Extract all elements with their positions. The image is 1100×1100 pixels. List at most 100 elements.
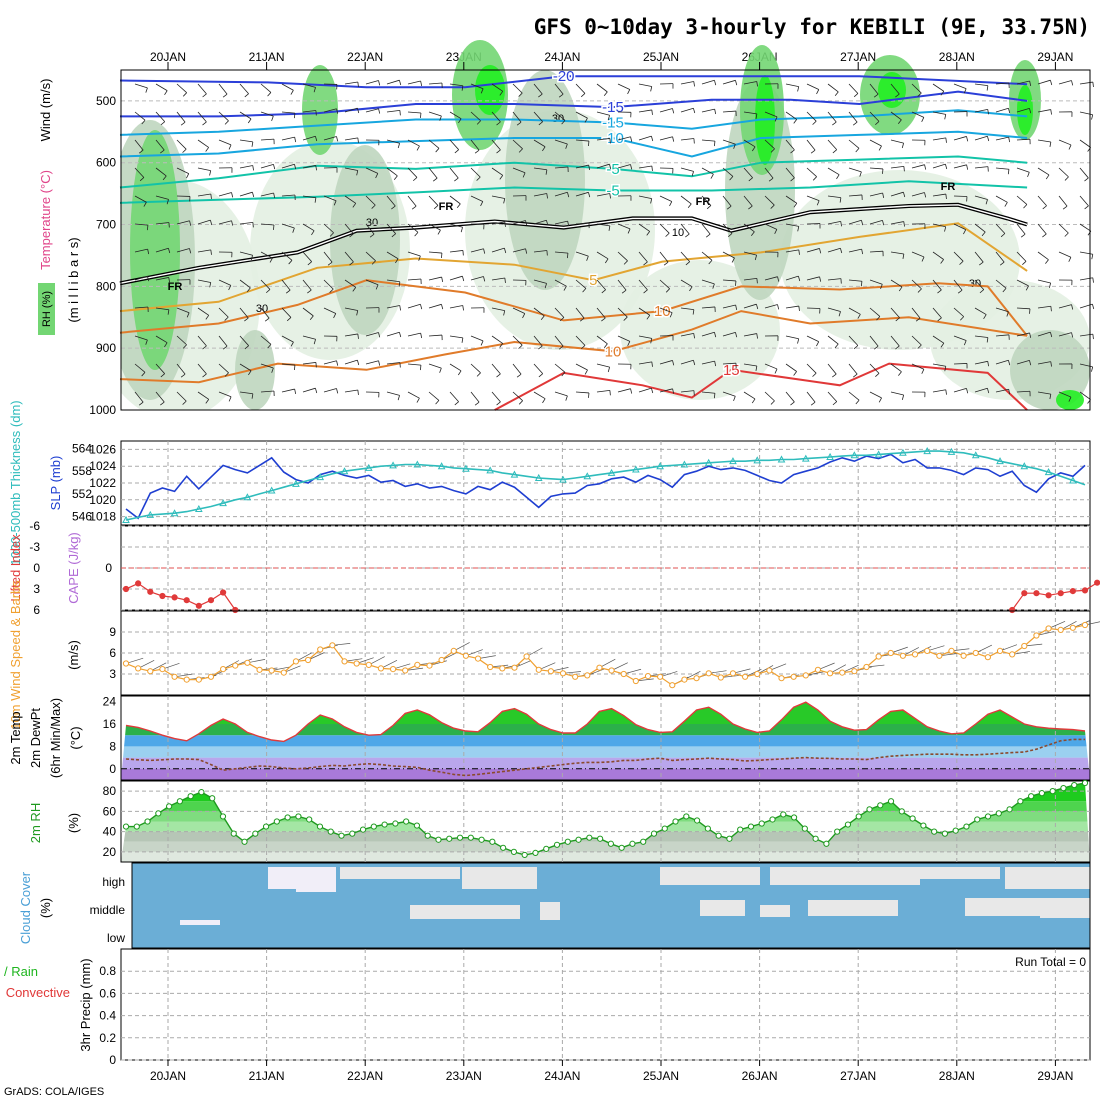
- thickness-marker: [534, 473, 543, 481]
- wind-barb: [855, 399, 860, 405]
- wind-barb: [352, 203, 357, 208]
- wind-barb: [963, 88, 967, 94]
- wind-barb: [311, 230, 315, 236]
- rh2m-marker: [521, 851, 528, 859]
- wind-barb: [155, 247, 169, 253]
- bottom-date-label: 29JAN: [1037, 1069, 1073, 1083]
- wind-barb: [491, 167, 503, 176]
- wind-barb: [911, 83, 922, 94]
- wind-tick-label: 3: [109, 667, 116, 681]
- wind-barb: [869, 250, 883, 253]
- wind-barb: [474, 401, 480, 406]
- wind-barb: [1050, 332, 1053, 338]
- wind-barb: [890, 111, 902, 121]
- wind-barb: [806, 248, 820, 253]
- wind-barb: [580, 93, 586, 98]
- wind-barb: [848, 167, 862, 173]
- wind-barb: [848, 335, 859, 346]
- wind-barb: [911, 279, 922, 290]
- wind-barb: [239, 279, 251, 289]
- wind-barb: [176, 363, 186, 375]
- rh-band: [121, 841, 1090, 852]
- rh-legend-swatch: [38, 283, 55, 335]
- wind-barb: [911, 192, 925, 197]
- wind-barb: [1008, 389, 1011, 395]
- wind-barb: [596, 307, 606, 319]
- thickness-tick-label: 564: [72, 442, 92, 456]
- wind-barb: [329, 288, 334, 293]
- wind-barb: [542, 146, 546, 152]
- wind-barb: [680, 195, 692, 205]
- wind-barb: [806, 363, 817, 374]
- wind-barb: [743, 277, 757, 281]
- wind-barb: [138, 401, 144, 406]
- thickness-marker: [437, 462, 446, 470]
- wind-barb: [722, 223, 733, 234]
- wind-barb: [470, 111, 481, 122]
- wind-barb: [375, 284, 379, 290]
- rh2m-marker: [532, 849, 539, 856]
- wind-barb: [816, 200, 820, 206]
- wind-barb: [428, 251, 442, 254]
- li-marker: [159, 592, 166, 600]
- wind-barb: [470, 167, 481, 178]
- wind-barb: [294, 364, 296, 371]
- wind-speed-marker: [572, 673, 579, 680]
- wind-barb: [499, 175, 504, 180]
- wind-barb: [869, 307, 881, 317]
- rh2m-marker: [230, 830, 237, 837]
- rh2m-marker: [586, 834, 593, 841]
- wind-barb: [336, 108, 339, 114]
- wind-barb: [650, 198, 653, 204]
- wind-barb: [533, 391, 546, 400]
- wind-barb: [205, 315, 210, 320]
- wind-barb: [1020, 233, 1026, 238]
- wind-barb: [853, 93, 859, 98]
- wind-barb: [197, 307, 209, 316]
- wind-barb: [134, 111, 146, 121]
- isotherm-line: [119, 75, 1028, 89]
- wind-barb: [722, 139, 736, 145]
- wind-barb: [449, 335, 463, 339]
- wind-speed-marker: [996, 647, 1004, 655]
- wind-barb: [890, 83, 900, 95]
- wind-barb: [239, 83, 249, 94]
- wind-speed-marker: [499, 665, 506, 672]
- thickness-marker: [826, 452, 834, 460]
- wind-barb: [386, 223, 396, 234]
- wind-barb: [853, 345, 859, 350]
- wind-barb: [832, 121, 837, 126]
- wind-barb: [504, 248, 507, 254]
- wind-barb: [554, 279, 567, 287]
- thickness-marker: [559, 475, 567, 483]
- wind-barb: [323, 388, 337, 393]
- wind-barb: [890, 221, 904, 225]
- wind-barb: [584, 369, 588, 375]
- rh2m-marker: [500, 844, 507, 851]
- wind-barb: [701, 331, 715, 337]
- isotherm-label: -15: [602, 99, 624, 116]
- wind-barb: [134, 248, 148, 253]
- thickness-marker: [364, 463, 373, 471]
- wind-barb: [638, 109, 652, 113]
- wind-barb: [827, 220, 841, 225]
- wind-barb: [470, 335, 484, 342]
- wind-barb: [202, 93, 207, 98]
- wind-barb: [638, 361, 652, 365]
- wind-barb: [224, 120, 229, 125]
- wind-speed-marker: [244, 659, 251, 666]
- freezing-level-label: FR: [941, 181, 956, 193]
- wind-barb: [134, 139, 144, 151]
- wind-barb: [869, 363, 880, 374]
- wind-barb: [386, 195, 396, 207]
- cloud-level-label: low: [107, 931, 125, 945]
- wind-barb: [441, 304, 444, 310]
- rh2m-marker: [219, 813, 227, 820]
- thickness-tick-label: 546: [72, 510, 92, 524]
- li-tick-label: -6: [29, 519, 40, 533]
- rh2m-marker: [747, 823, 755, 830]
- wind-barb: [1068, 257, 1072, 262]
- wind-barb: [974, 108, 988, 113]
- wind-speed-marker: [523, 653, 530, 660]
- rh2m-marker: [392, 820, 399, 827]
